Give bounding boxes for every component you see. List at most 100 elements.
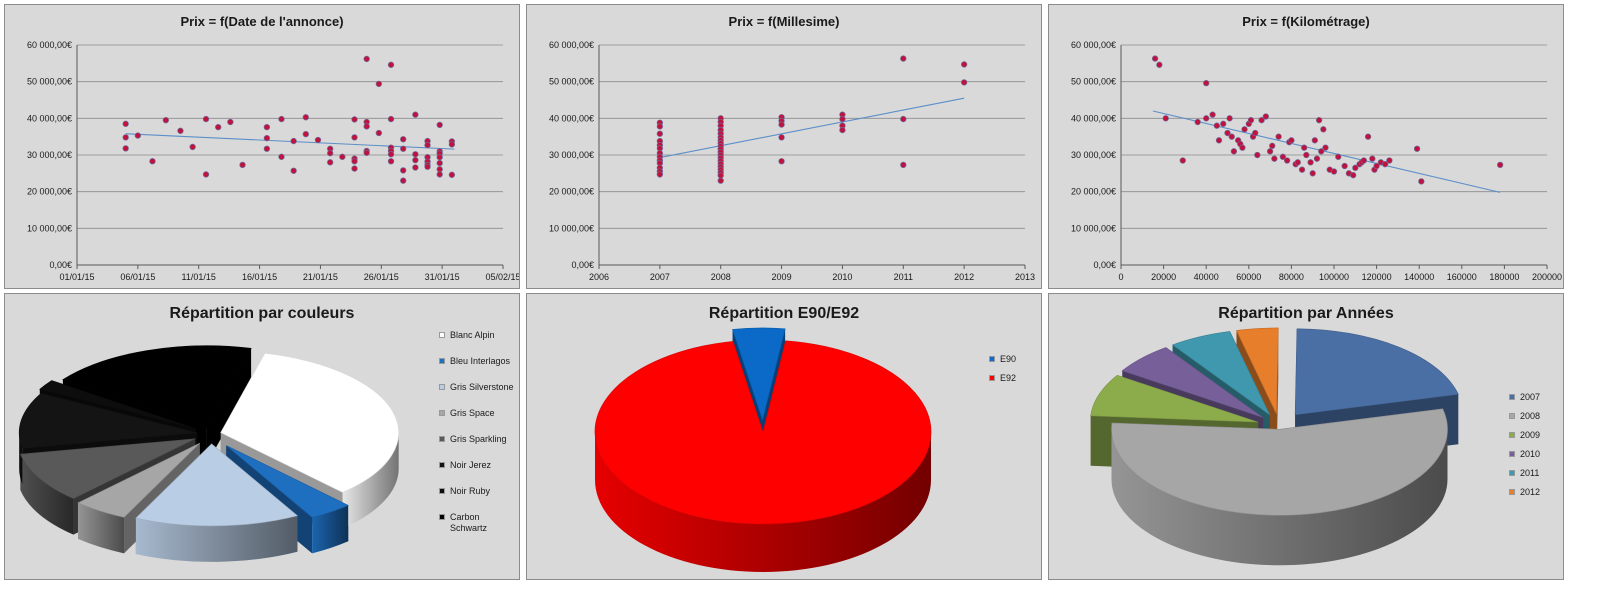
x-tick-label: 100000 — [1319, 272, 1349, 282]
data-point — [1213, 122, 1221, 129]
y-tick-label: 30 000,00€ — [27, 150, 72, 160]
data-point — [1226, 115, 1233, 122]
data-point — [327, 150, 334, 157]
data-point — [1341, 162, 1348, 170]
data-point — [656, 123, 664, 130]
legend-swatch — [439, 436, 445, 442]
data-point — [436, 121, 443, 129]
data-point — [1254, 151, 1261, 159]
data-point — [351, 134, 358, 141]
pie-slice-side — [20, 454, 74, 535]
pie-chart-e90-e92 — [594, 327, 932, 572]
data-point — [263, 145, 271, 152]
data-point — [448, 171, 456, 178]
data-point — [1352, 164, 1359, 171]
legend-swatch — [1509, 489, 1515, 495]
legend-swatch — [439, 384, 445, 390]
x-tick-label: 06/01/15 — [120, 272, 155, 282]
x-tick-label: 2011 — [894, 272, 913, 282]
scatter-chart-millesime: 60 000,00€ 50 000,00€ 40 000,00€ 30 000,00€… — [549, 40, 1035, 282]
data-point — [351, 116, 358, 123]
x-tick-label: 160000 — [1447, 272, 1477, 282]
pie-slice — [18, 393, 198, 449]
y-tick-label: 20 000,00€ — [27, 187, 72, 197]
legend-label: 2009 — [1520, 430, 1541, 440]
legend-label: E90 — [1000, 354, 1017, 364]
pie-slice — [1121, 347, 1264, 418]
data-point — [412, 151, 419, 158]
x-tick-label: 140000 — [1404, 272, 1434, 282]
data-point — [290, 137, 297, 145]
y-tick-label: 50 000,00€ — [549, 77, 594, 87]
legend-label: Blanc Alpin — [450, 330, 495, 340]
data-point — [177, 127, 184, 134]
legend-label: 2007 — [1520, 392, 1541, 402]
x-tick-label: 16/01/15 — [242, 272, 277, 282]
legend-swatch — [1509, 470, 1515, 476]
legend-item: E92 — [989, 373, 1039, 384]
chart-title: Répartition par Années — [1218, 305, 1394, 322]
data-point — [900, 115, 907, 123]
data-point — [1303, 151, 1310, 159]
pie-slice — [135, 443, 299, 527]
legend-label: Gris Sparkling — [450, 434, 507, 444]
data-point — [1313, 155, 1321, 162]
data-point — [1288, 137, 1295, 144]
y-tick-label: 20 000,00€ — [1071, 187, 1116, 197]
x-tick-label: 200000 — [1532, 272, 1562, 282]
data-point — [778, 134, 785, 141]
pie-slice-side — [342, 432, 399, 529]
legend-item: 2010 — [1509, 449, 1559, 460]
data-point — [1220, 120, 1227, 127]
data-point — [960, 61, 968, 68]
y-tick-label: 0,00€ — [571, 260, 594, 270]
legend-item: E90 — [989, 354, 1039, 365]
data-point — [122, 134, 129, 141]
legend-label: 2008 — [1520, 411, 1541, 421]
data-point — [1252, 129, 1259, 137]
data-point — [960, 79, 968, 86]
data-point — [717, 172, 724, 179]
data-point — [412, 111, 419, 118]
data-point — [302, 130, 309, 138]
data-point — [327, 159, 334, 166]
data-point — [1320, 126, 1327, 133]
x-tick-label: 120000 — [1362, 272, 1392, 282]
data-point — [1294, 159, 1301, 166]
pie-slice — [226, 445, 349, 518]
legend-swatch — [439, 488, 445, 494]
x-tick-label: 2009 — [772, 272, 792, 282]
legend-label: Bleu Interlagos — [450, 356, 511, 366]
legend-label: Noir Ruby — [450, 486, 491, 496]
data-point — [1224, 129, 1231, 137]
data-point — [1364, 133, 1372, 140]
data-point — [1179, 157, 1186, 164]
data-point — [202, 115, 210, 123]
data-point — [162, 117, 170, 124]
data-point — [1418, 178, 1425, 185]
legend-label: Gris Silverstone — [450, 382, 514, 392]
legend-item: 2011 — [1509, 468, 1559, 479]
chart-panel-e90-e92: Répartition E90/E92 E90 E92 — [526, 293, 1042, 580]
pie-slice — [19, 438, 196, 499]
legend-label: Noir Jerez — [450, 460, 492, 470]
pie-slice-side — [77, 502, 125, 554]
data-point — [134, 132, 142, 139]
pie-slice — [1294, 328, 1459, 416]
data-point — [1203, 79, 1210, 87]
data-point — [351, 165, 358, 172]
data-point — [839, 126, 846, 134]
data-point — [363, 123, 370, 130]
data-point — [1360, 157, 1367, 164]
data-point — [263, 123, 271, 131]
data-point — [1309, 170, 1316, 177]
data-point — [339, 153, 346, 160]
legend-e90-e92: E90 E92 — [989, 354, 1039, 392]
y-tick-label: 10 000,00€ — [549, 223, 594, 233]
data-point — [122, 145, 129, 152]
scatter-chart-kilometrage: 60 000,00€ 50 000,00€ 40 000,00€ 30 000,00€… — [1071, 40, 1562, 282]
y-tick-label: 10 000,00€ — [1071, 223, 1116, 233]
data-point — [375, 80, 383, 88]
chart-title: Prix = f(Date de l'annonce) — [180, 14, 344, 29]
data-point — [424, 141, 431, 149]
